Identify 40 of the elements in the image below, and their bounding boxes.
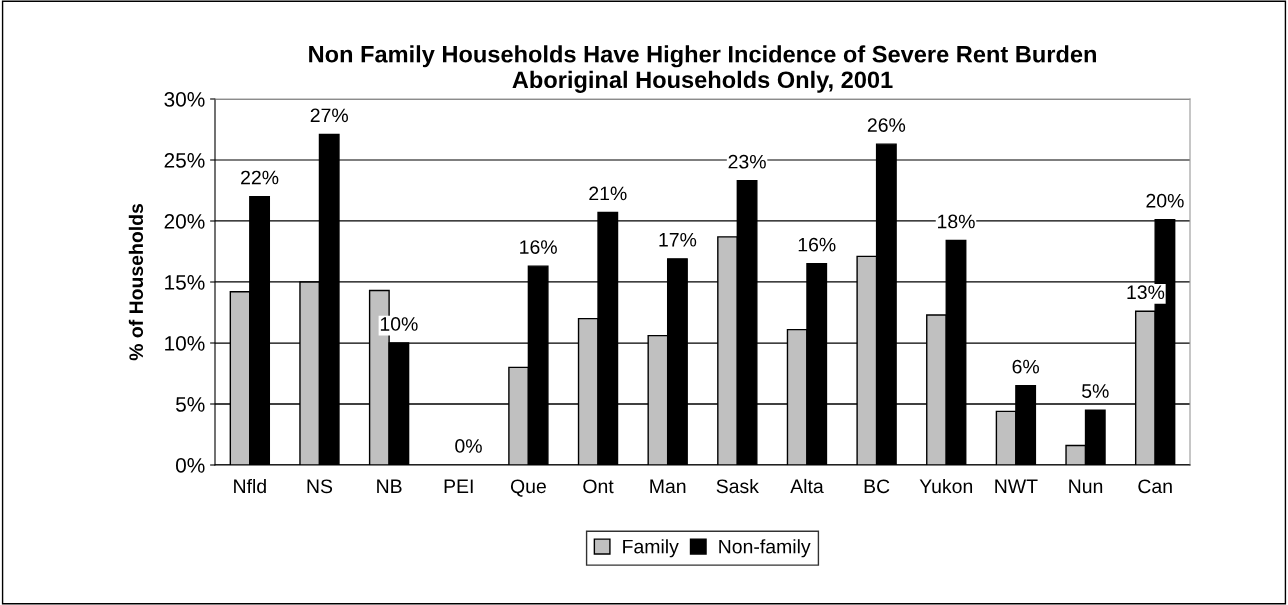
x-tick-label: Que — [510, 479, 546, 497]
x-tick-label: NS — [307, 479, 333, 494]
x-tick-label: NB — [377, 479, 402, 493]
data-label: 18% — [938, 214, 975, 229]
y-tick-label: 10% — [165, 336, 205, 351]
legend-label: Family — [623, 539, 679, 558]
data-label: 26% — [867, 118, 906, 132]
y-axis-title: % of Households — [128, 203, 144, 361]
data-label: 23% — [728, 154, 766, 169]
data-label: 20% — [1146, 193, 1184, 208]
x-tick-label: Ont — [583, 479, 614, 494]
y-tick-label: 30% — [164, 92, 205, 107]
y-tick-label: 25% — [164, 153, 205, 168]
data-label: 17% — [659, 232, 697, 247]
y-tick-label: 0% — [175, 458, 205, 473]
x-tick-label: Sask — [716, 478, 759, 494]
y-tick-label: 5% — [176, 397, 205, 412]
legend-label: Non-family — [719, 539, 811, 558]
data-label: 6% — [1012, 359, 1039, 374]
x-tick-label: PEI — [444, 479, 473, 493]
x-tick-label: Alta — [790, 478, 824, 494]
x-tick-label: NWT — [995, 479, 1038, 493]
x-tick-label: Man — [650, 479, 686, 494]
data-label: 16% — [520, 240, 557, 254]
y-tick-label: 20% — [164, 214, 205, 229]
data-label: 0% — [455, 439, 482, 453]
x-tick-label: Nun — [1069, 479, 1103, 494]
chart-title: Non Family Households Have Higher Incidence of Severe Rent Burden Aboriginal Households Only, 2001 — [309, 45, 1096, 93]
x-tick-label: Yukon — [919, 478, 973, 494]
data-label: 27% — [310, 108, 348, 123]
data-label: 21% — [589, 186, 627, 201]
x-tick-label: Can — [1138, 479, 1172, 494]
data-label: 16% — [798, 237, 836, 252]
data-label: 22% — [241, 170, 279, 185]
data-label: 10% — [380, 317, 418, 331]
y-tick-label: 15% — [165, 275, 205, 290]
data-label: 5% — [1082, 384, 1109, 398]
x-tick-label: BC — [864, 479, 890, 494]
x-tick-label: Nfld — [234, 478, 266, 494]
data-label: 13% — [1127, 285, 1165, 300]
